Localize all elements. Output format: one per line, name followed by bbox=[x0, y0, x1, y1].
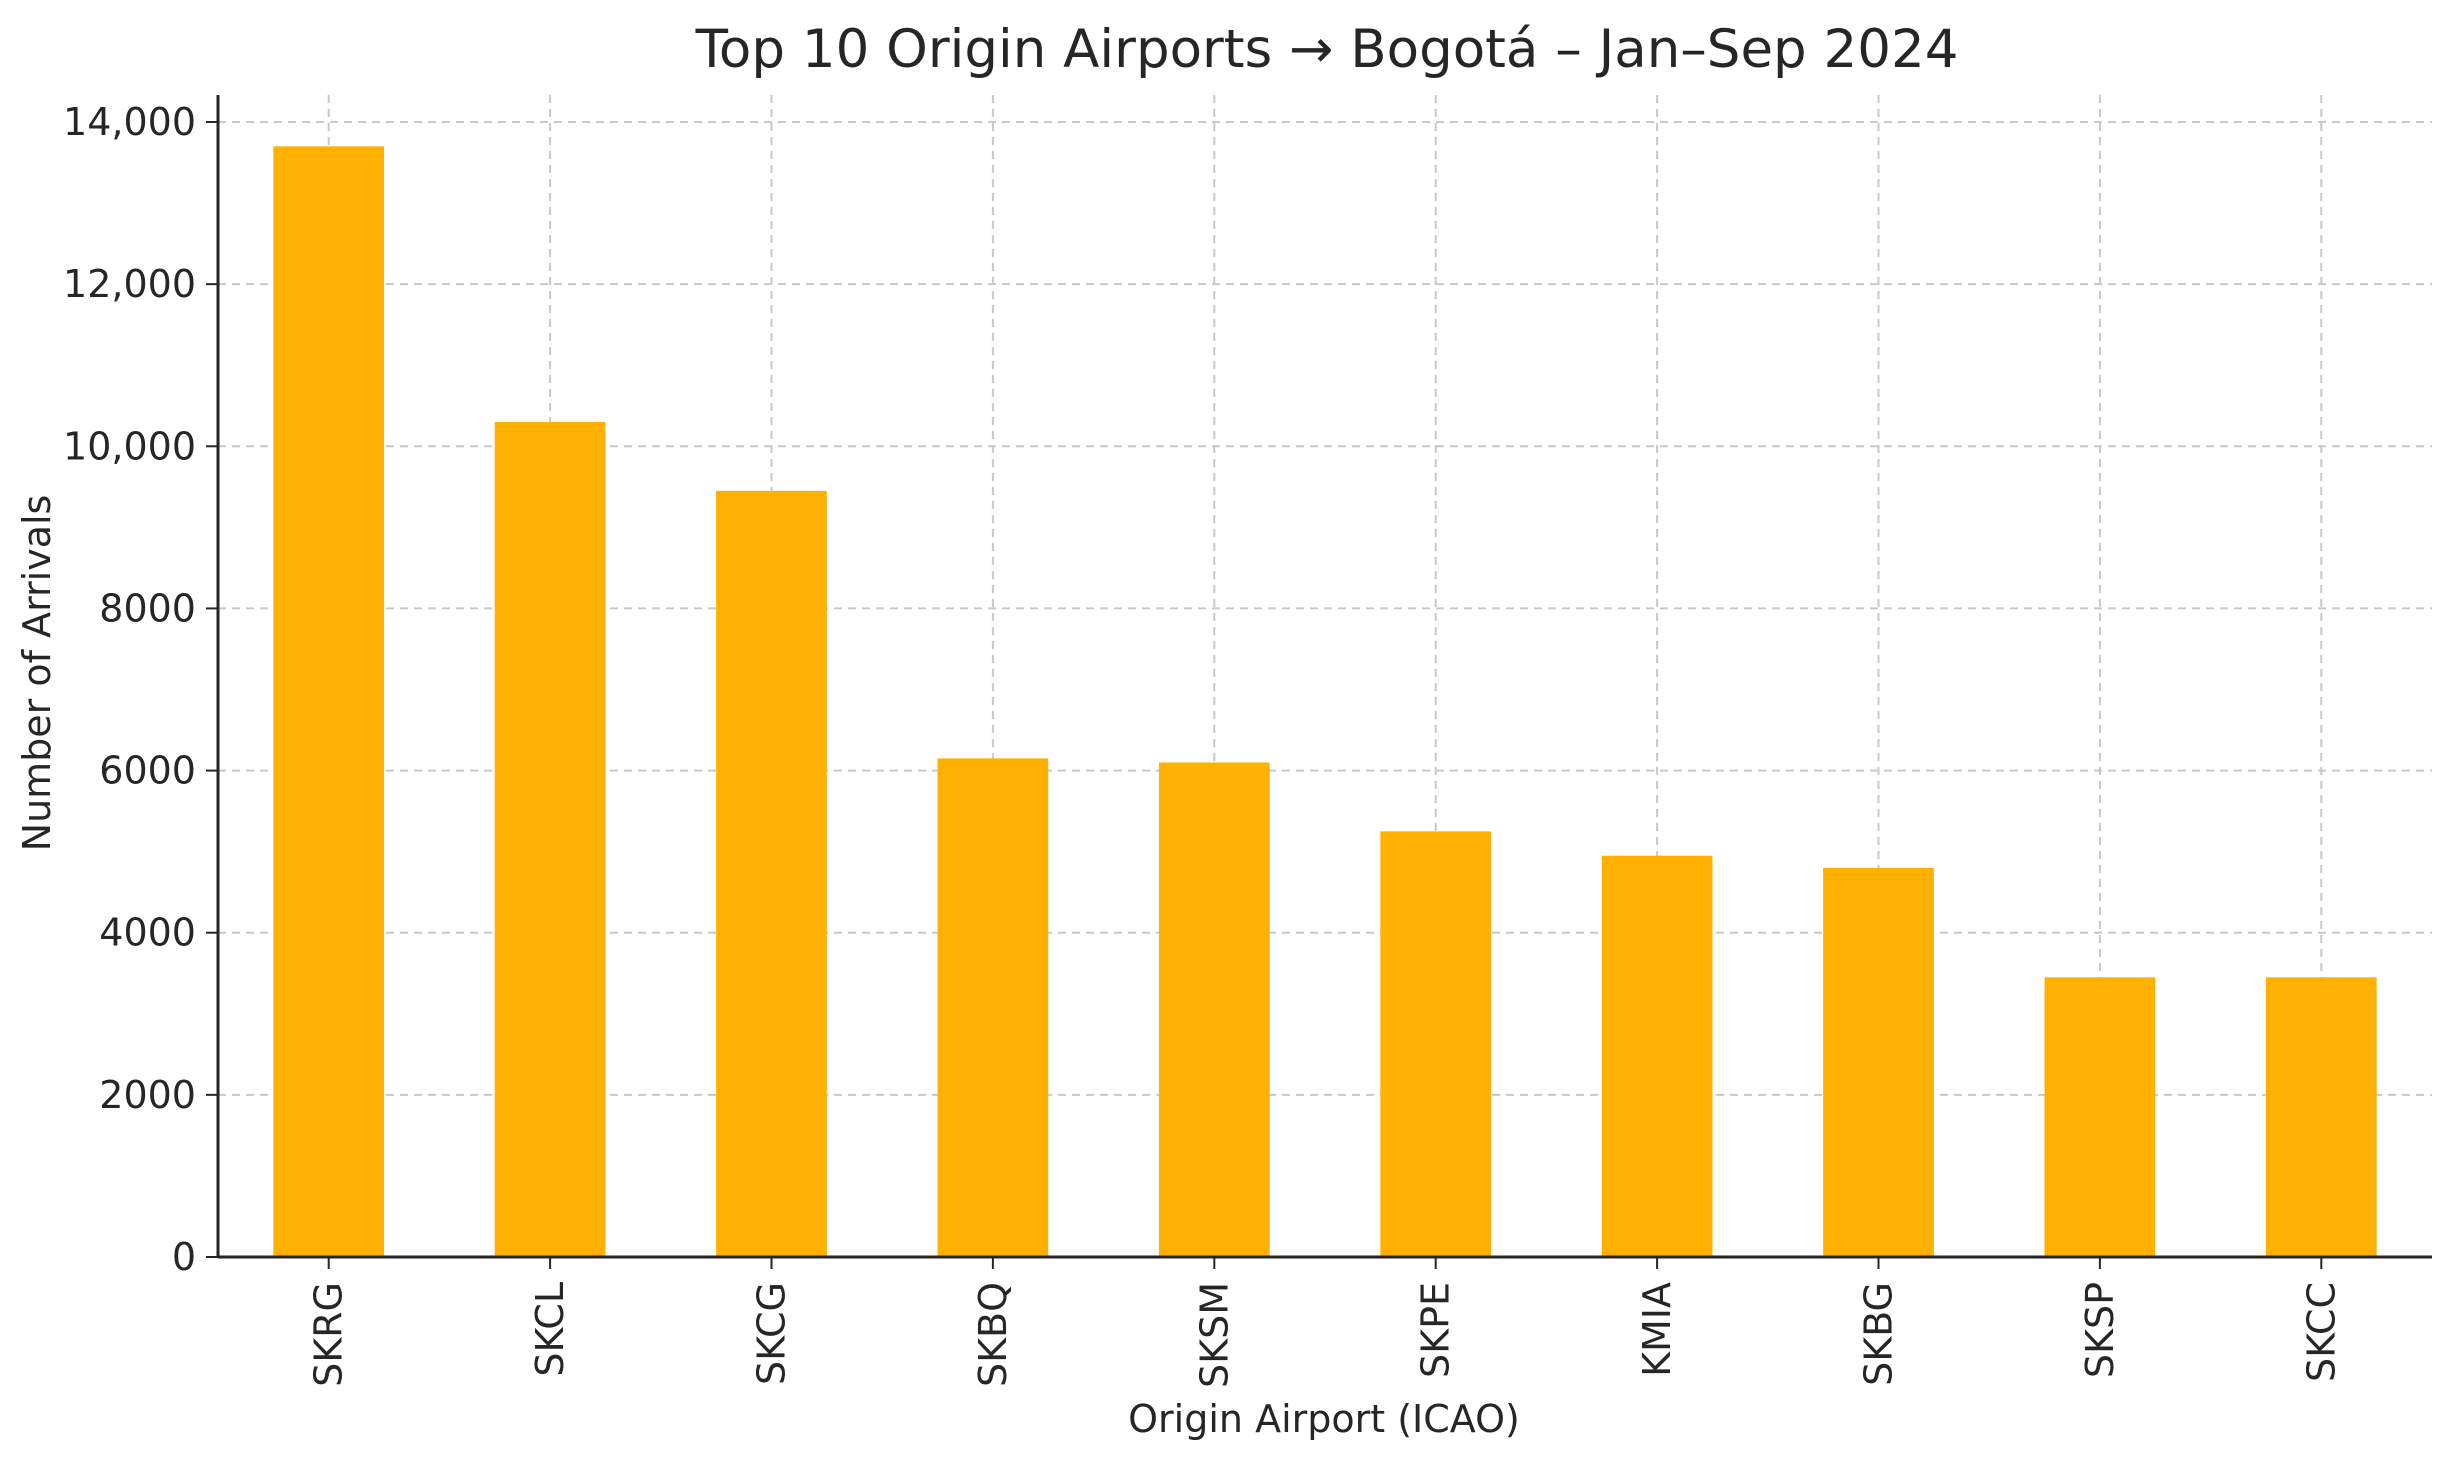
y-axis-label: Number of Arrivals bbox=[15, 495, 59, 852]
y-tick-label: 2000 bbox=[99, 1073, 196, 1117]
bar-skbg bbox=[1823, 867, 1934, 1257]
y-tick-label: 12,000 bbox=[63, 262, 196, 306]
x-tick-label: SKCC bbox=[2299, 1282, 2343, 1382]
y-tick-label: 14,000 bbox=[63, 100, 196, 144]
x-tick-label: SKPE bbox=[1414, 1282, 1458, 1378]
bar-skcl bbox=[494, 421, 606, 1257]
y-tick-label: 4000 bbox=[99, 911, 196, 955]
bar-sksp bbox=[2044, 977, 2156, 1257]
bar-skbq bbox=[937, 758, 1049, 1257]
x-tick-label: SKSM bbox=[1192, 1282, 1236, 1388]
x-axis-label: Origin Airport (ICAO) bbox=[1128, 1397, 1520, 1441]
axes-layer bbox=[216, 95, 2432, 1259]
x-tick-label: SKBG bbox=[1857, 1282, 1901, 1386]
x-tick-label: SKBQ bbox=[971, 1282, 1015, 1387]
y-tick-label: 0 bbox=[172, 1235, 196, 1279]
y-tick-label: 10,000 bbox=[63, 424, 196, 468]
chart-title: Top 10 Origin Airports → Bogotá – Jan–Se… bbox=[695, 19, 1959, 80]
bar-kmia bbox=[1601, 855, 1713, 1257]
ticks-layer: 0 2000 4000 6000 8000 10,000 12,000 14,000 SKRG S… bbox=[63, 100, 2343, 1388]
y-tick-label: 8000 bbox=[99, 586, 196, 630]
bars-layer bbox=[273, 146, 2377, 1258]
x-tick-label: SKRG bbox=[307, 1282, 351, 1387]
bar-skpe bbox=[1380, 831, 1492, 1257]
bar-skcg bbox=[716, 490, 827, 1257]
bar-skrg bbox=[273, 146, 385, 1258]
x-tick-label: SKCL bbox=[528, 1282, 572, 1377]
x-tick-label: SKCG bbox=[750, 1282, 794, 1385]
bar-sksm bbox=[1158, 762, 1270, 1257]
x-tick-label: KMIA bbox=[1635, 1282, 1679, 1377]
x-tick-label: SKSP bbox=[2078, 1282, 2122, 1378]
y-tick-label: 6000 bbox=[99, 749, 196, 793]
bar-skcc bbox=[2265, 977, 2377, 1257]
